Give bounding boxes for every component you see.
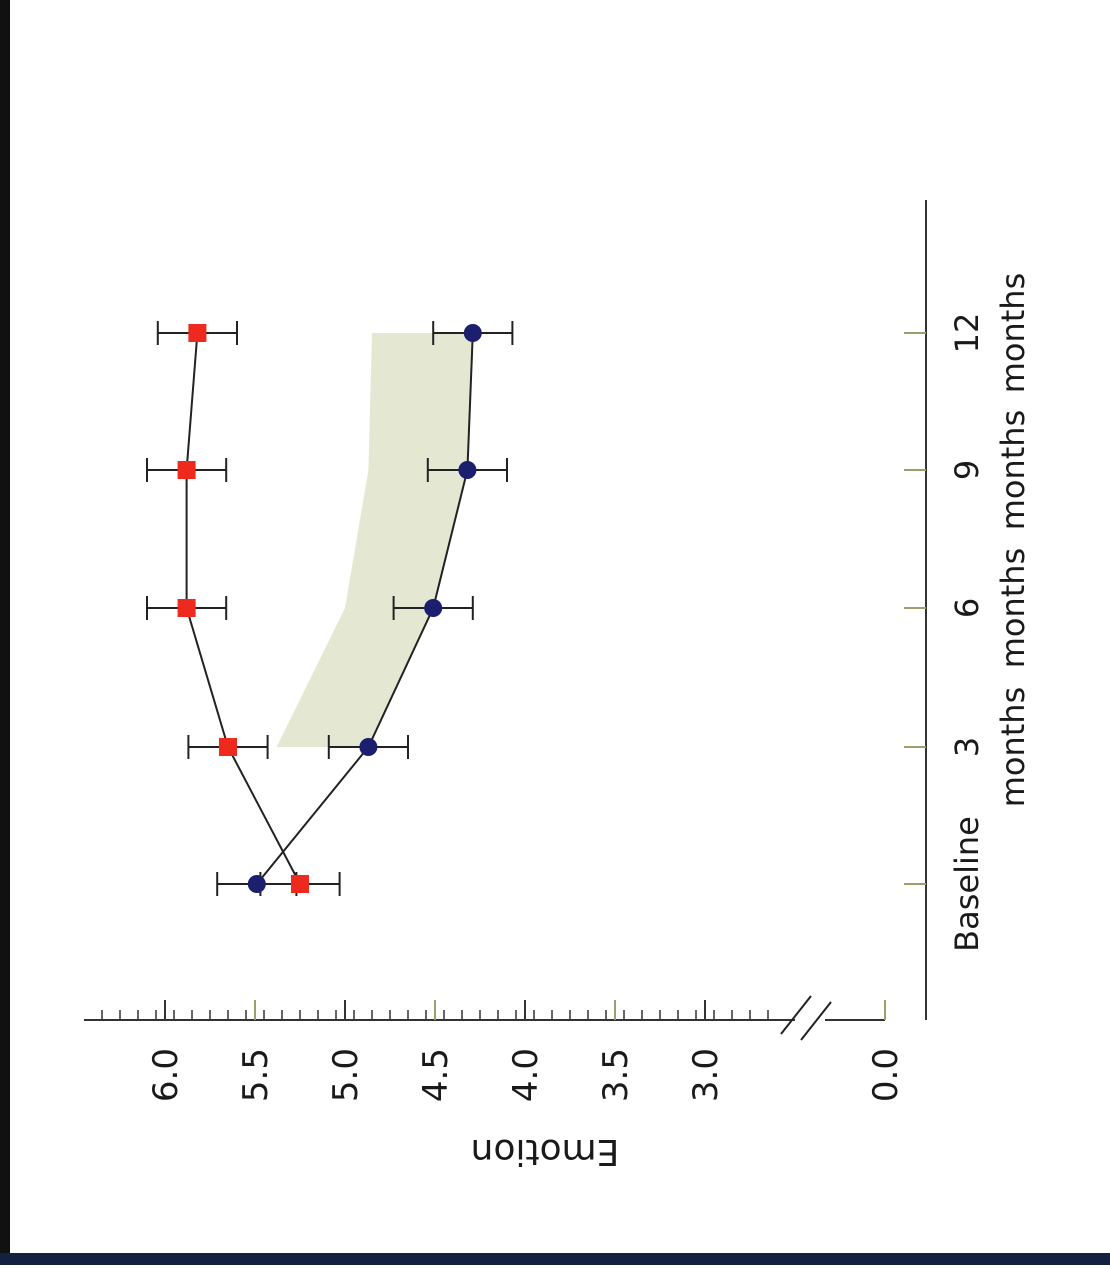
x-tick-label: 3 [948,737,986,757]
data-point-square [177,599,196,617]
data-point-circle [463,324,482,342]
y-tick-label: 4.0 [506,1048,546,1102]
y-tick-label: 0.0 [866,1048,906,1102]
data-point-square [219,738,237,756]
data-point-square [177,461,196,479]
x-tick-label: 9 [948,460,986,480]
band-layer [276,333,473,747]
x-tick-label: 6 [948,598,986,618]
series-layer [146,321,514,896]
y-tick-label: 6.0 [146,1048,186,1102]
x-tick-label: 12 [948,313,986,354]
data-point-circle [458,461,477,479]
x-tick-label-unit: months [994,410,1032,531]
x-tick-label-unit: months [994,548,1032,669]
y-tick-label: 5.5 [236,1048,276,1102]
shaded-band [276,333,473,747]
bottom-border [0,1253,1110,1265]
y-ticks: 6.0 5.5 5.0 4.5 4.0 3.5 3.0 0.0 [101,1000,906,1102]
data-point-circle [424,599,443,617]
y-tick-label: 5.0 [326,1048,366,1102]
y-tick-label: 4.5 [416,1048,456,1102]
x-tick-label: Baseline [948,816,986,952]
left-border [0,0,10,1265]
data-point-circle [359,738,378,756]
y-tick-label: 3.5 [596,1048,636,1102]
y-axis-label: Emotion [471,1131,620,1172]
axis-break-mark-1 [780,995,812,1035]
y-tick-label: 3.0 [686,1048,726,1102]
axis-break-mark-2 [800,1001,832,1041]
axis-layer [84,200,927,1041]
data-point-square [291,875,309,893]
data-point-square [188,324,207,342]
x-tick-label-unit: months [994,273,1032,394]
x-tick-label-unit: months [994,687,1032,808]
data-point-circle [247,875,266,893]
plot-area: 6.0 5.5 5.0 4.5 4.0 3.5 3.0 0.0 Baseline 3 months… [84,200,1032,1172]
